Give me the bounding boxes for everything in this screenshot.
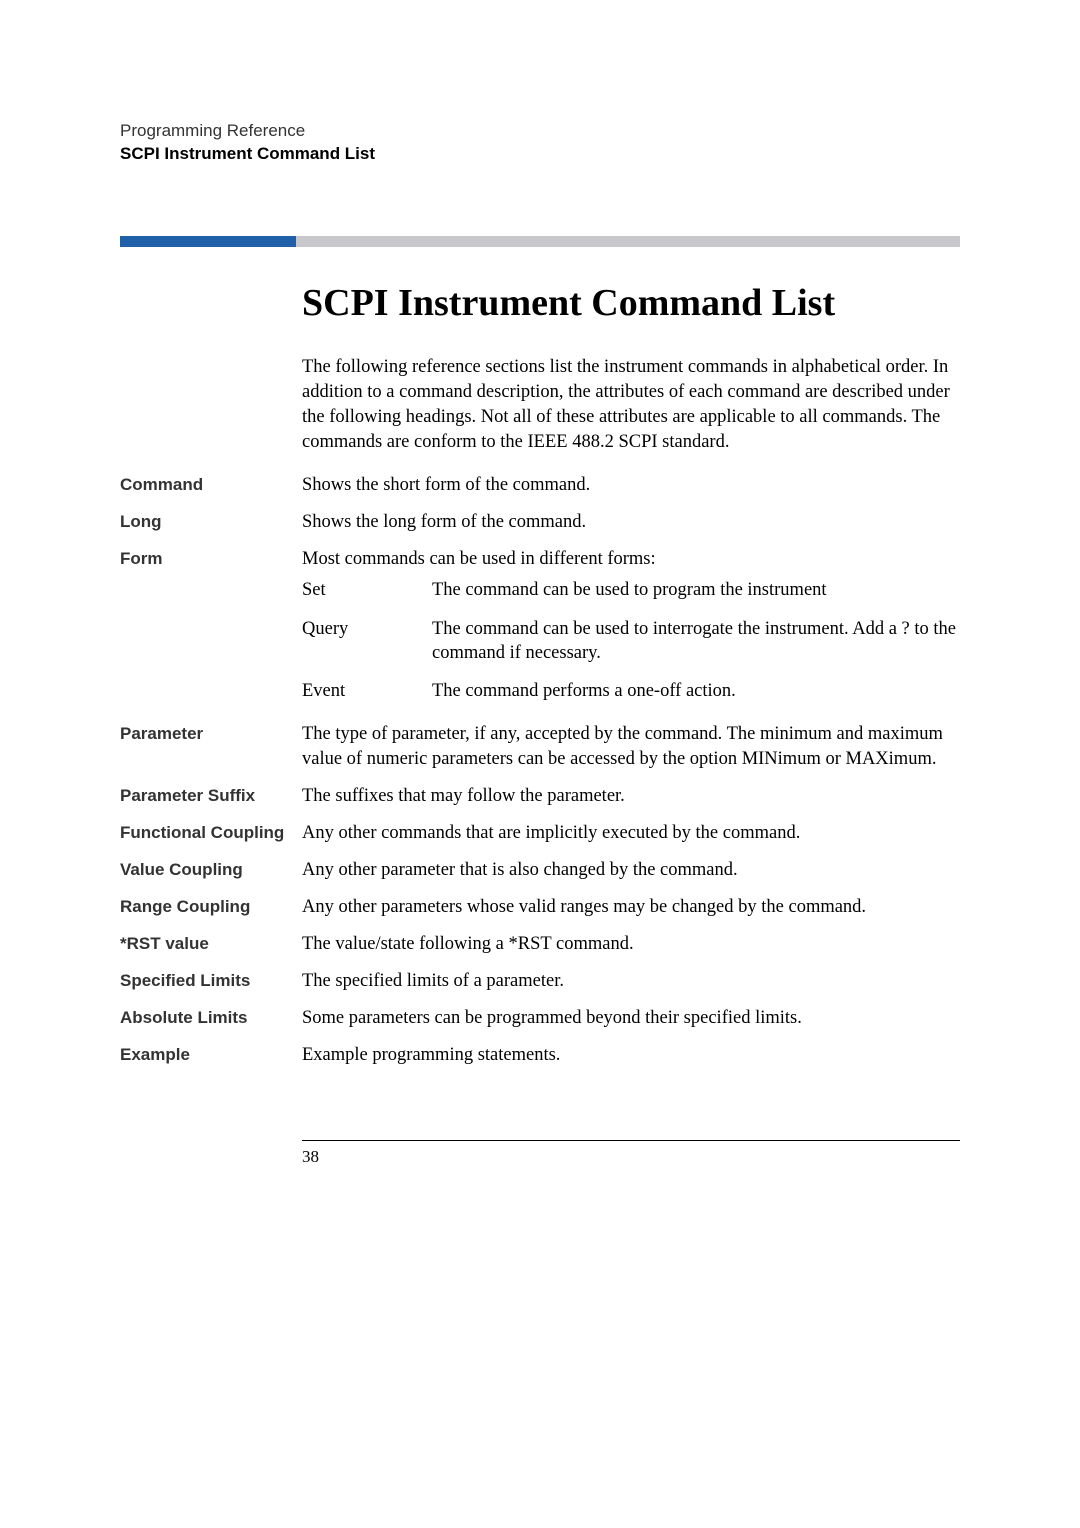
divider-fill [296,236,960,247]
attr-desc: Any other parameters whose valid ranges … [302,895,960,920]
attr-desc: The type of parameter, if any, accepted … [302,722,960,772]
form-key: Query [302,617,432,666]
attr-desc: Any other parameter that is also changed… [302,858,960,883]
form-val: The command can be used to program the i… [432,578,960,603]
attr-desc: Example programming statements. [302,1043,960,1068]
attr-desc: Any other commands that are implicitly e… [302,821,960,846]
attr-desc-text: Most commands can be used in different f… [302,549,656,569]
form-subtable: Set The command can be used to program t… [302,578,960,705]
attr-desc: Shows the long form of the command. [302,510,960,535]
attr-label: Example [120,1043,290,1080]
page-number: 38 [302,1147,319,1166]
form-key: Event [302,679,432,704]
attr-desc: Shows the short form of the command. [302,473,960,498]
form-val: The command performs a one-off action. [432,679,960,704]
intro-paragraph: The following reference sections list th… [302,355,960,455]
document-page: Programming Reference SCPI Instrument Co… [0,0,1080,1167]
header-section: SCPI Instrument Command List [120,143,960,166]
attr-desc: Most commands can be used in different f… [302,547,960,711]
form-val: The command can be used to interrogate t… [432,617,960,666]
footer-rule: 38 [302,1140,960,1167]
attr-label: *RST value [120,932,290,969]
attr-desc: The specified limits of a parameter. [302,969,960,994]
attr-label: Range Coupling [120,895,290,932]
header-category: Programming Reference [120,120,960,143]
attr-desc: The value/state following a *RST command… [302,932,960,957]
attr-desc: Some parameters can be programmed beyond… [302,1006,960,1031]
attr-label: Functional Coupling [120,821,290,858]
section-divider-bar [120,236,960,247]
attr-desc: The suffixes that may follow the paramet… [302,784,960,809]
content-grid: SCPI Instrument Command List The followi… [120,281,960,1167]
attr-label: Parameter Suffix [120,784,290,821]
attr-label: Value Coupling [120,858,290,895]
attr-label: Form [120,547,290,723]
running-header: Programming Reference SCPI Instrument Co… [120,120,960,166]
attr-label: Absolute Limits [120,1006,290,1043]
page-title: SCPI Instrument Command List [302,281,960,325]
form-key: Set [302,578,432,603]
attr-label: Long [120,510,290,547]
attr-label: Specified Limits [120,969,290,1006]
attr-label: Parameter [120,722,290,784]
attr-label: Command [120,473,290,510]
divider-accent [120,236,296,247]
